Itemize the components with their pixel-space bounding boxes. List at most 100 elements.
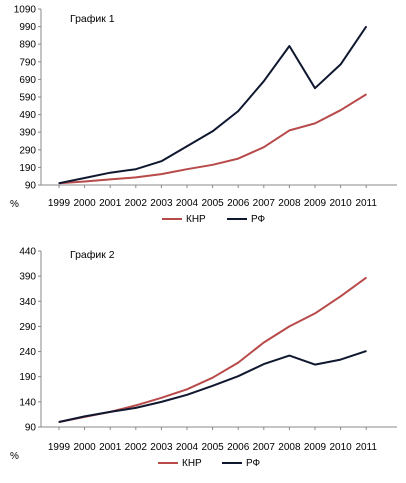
x-tick-label: 2000 (73, 198, 96, 209)
x-tick-label: 2004 (176, 198, 199, 209)
data-point-rf (58, 182, 60, 184)
y-tick-label: 90 (25, 423, 37, 434)
data-point-rf (212, 130, 214, 132)
data-point-rf (263, 80, 265, 82)
data-point-knr (237, 158, 239, 160)
data-point-knr (263, 146, 265, 148)
data-point-knr (237, 362, 239, 364)
data-point-rf (365, 350, 367, 352)
x-tick-label: 2001 (99, 442, 122, 453)
x-tick-label: 2009 (304, 198, 327, 209)
data-point-knr (186, 168, 188, 170)
y-tick-label: 290 (19, 145, 36, 156)
chart-title: График 1 (70, 13, 115, 25)
y-tick-label: 90 (25, 181, 37, 192)
x-tick-label: 2008 (278, 198, 301, 209)
data-point-rf (288, 354, 290, 357)
data-point-knr (340, 295, 342, 297)
y-axis-unit-label: % (10, 451, 19, 462)
data-point-knr (135, 176, 137, 179)
x-tick-label: 2010 (329, 198, 352, 209)
x-tick-label: 2006 (227, 442, 250, 453)
y-tick-label: 590 (19, 93, 36, 104)
x-tick-label: 2002 (125, 442, 148, 453)
x-tick-label: 2008 (278, 442, 301, 453)
data-point-knr (84, 180, 86, 183)
y-tick-label: 890 (19, 40, 36, 51)
data-point-knr (365, 93, 367, 95)
data-point-rf (135, 168, 137, 170)
series-line-rf (58, 350, 367, 423)
y-tick-label: 390 (19, 272, 36, 283)
data-point-knr (263, 341, 265, 344)
data-point-knr (212, 164, 214, 166)
y-axis-unit-label: % (10, 199, 19, 210)
x-tick-label: 2006 (227, 198, 250, 209)
data-point-rf (84, 415, 86, 418)
data-point-rf (160, 401, 162, 403)
y-tick-label: 340 (19, 297, 36, 308)
data-point-rf (237, 375, 239, 377)
data-point-rf (109, 172, 111, 174)
legend-label-rf: РФ (246, 458, 261, 469)
x-tick-label: 2000 (73, 442, 96, 453)
y-tick-label: 440 (19, 247, 36, 258)
data-point-knr (186, 388, 188, 390)
x-tick-label: 2009 (304, 442, 327, 453)
x-tick-label: 2007 (253, 198, 276, 209)
data-point-rf (340, 359, 342, 361)
data-point-knr (160, 397, 162, 399)
data-point-knr (212, 377, 214, 379)
y-tick-label: 240 (19, 347, 36, 358)
series-line-knr (58, 93, 367, 185)
data-point-rf (237, 110, 239, 112)
y-tick-label: 190 (19, 163, 36, 174)
x-tick-label: 2011 (355, 198, 377, 209)
x-tick-label: 2002 (125, 198, 148, 209)
data-point-rf (212, 385, 214, 387)
data-point-knr (365, 277, 367, 279)
x-tick-label: 2003 (150, 442, 173, 453)
data-point-knr (340, 109, 342, 111)
y-tick-label: 140 (19, 397, 36, 408)
data-point-knr (160, 173, 162, 175)
data-point-rf (186, 394, 188, 396)
x-tick-label: 2011 (355, 442, 377, 453)
x-tick-label: 2007 (253, 442, 276, 453)
data-point-rf (263, 363, 265, 365)
data-point-knr (288, 129, 290, 132)
x-tick-label: 2001 (99, 198, 122, 209)
legend-label-rf: РФ (251, 214, 266, 225)
data-point-knr (314, 312, 316, 314)
data-point-knr (288, 325, 290, 328)
y-tick-label: 690 (19, 75, 36, 86)
chart-title: График 2 (70, 249, 115, 261)
data-point-knr (314, 122, 316, 124)
data-point-knr (109, 178, 111, 180)
data-point-rf (340, 63, 342, 66)
legend-label-knr: КНР (182, 458, 202, 469)
x-tick-label: 2005 (201, 198, 224, 209)
x-tick-label: 2005 (201, 442, 224, 453)
y-tick-label: 1090 (14, 5, 37, 16)
legend-label-knr: КНР (186, 214, 206, 225)
y-tick-label: 490 (19, 110, 36, 121)
data-point-knr (135, 404, 137, 406)
data-point-rf (84, 177, 86, 179)
data-point-rf (288, 45, 290, 47)
data-point-rf (314, 87, 316, 89)
y-tick-label: 990 (19, 22, 36, 33)
x-tick-label: 2003 (150, 198, 173, 209)
y-tick-label: 190 (19, 372, 36, 383)
x-tick-label: 2010 (329, 442, 352, 453)
x-tick-label: 2004 (176, 442, 199, 453)
x-tick-label: 1999 (48, 442, 71, 453)
y-tick-label: 290 (19, 322, 36, 333)
series-line-rf (58, 26, 368, 185)
y-tick-label: 390 (19, 128, 36, 139)
data-point-rf (135, 407, 137, 409)
data-point-rf (58, 421, 60, 423)
x-tick-label: 1999 (48, 198, 71, 209)
